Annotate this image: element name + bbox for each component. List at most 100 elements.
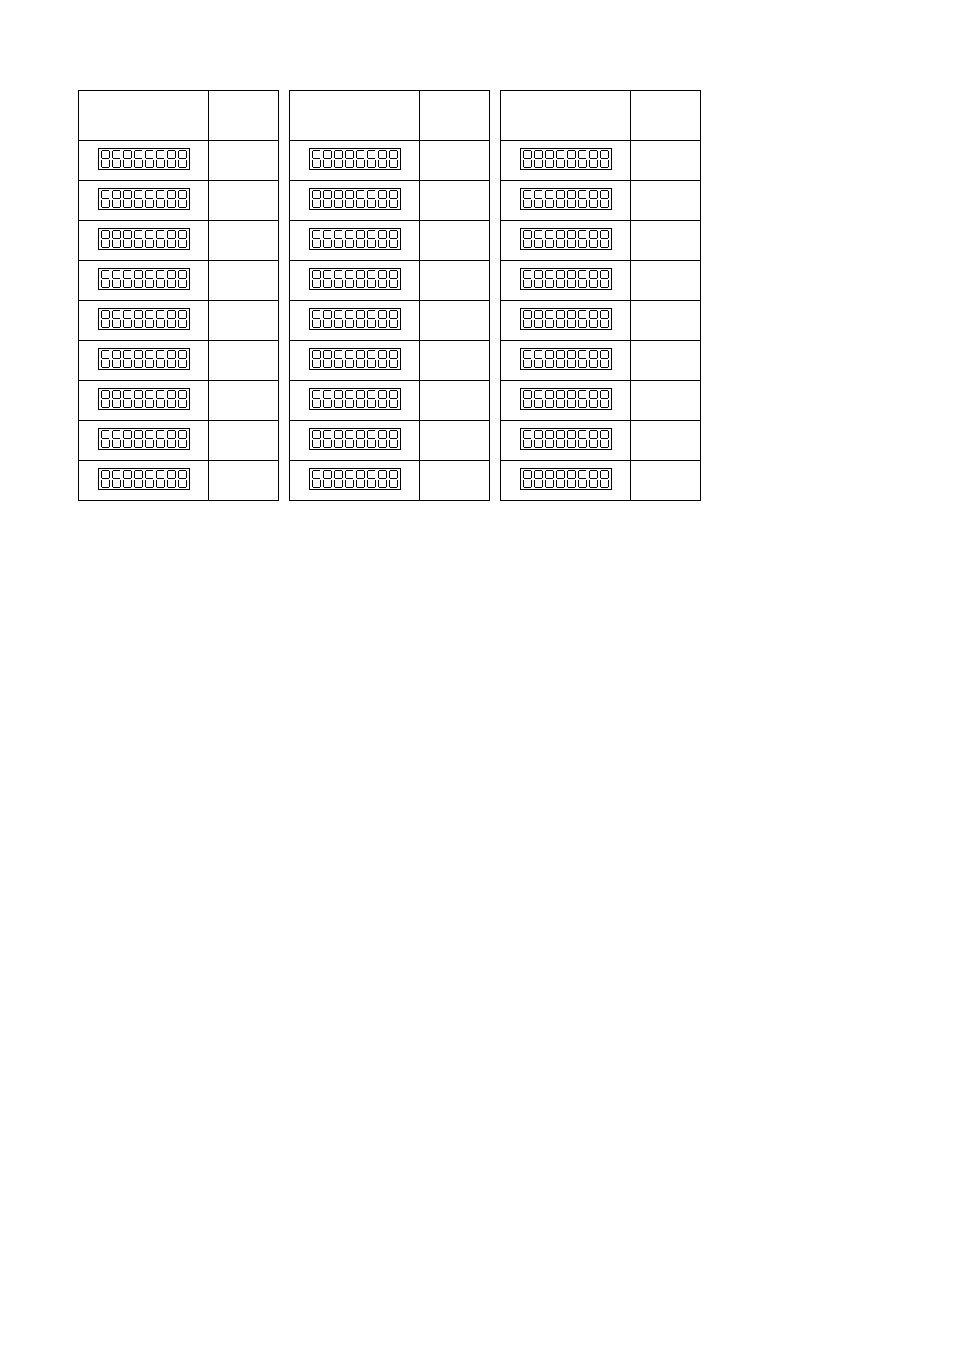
segment-digit [355,230,366,248]
segment-digit [133,190,144,208]
code-cell [290,461,420,501]
code-cell [290,381,420,421]
table-row [79,381,279,421]
segment-digit [566,390,577,408]
segment-digit [599,470,610,488]
segment-digit [533,190,544,208]
segment-digit [366,310,377,328]
code-cell [79,341,209,381]
segment-digit [377,310,388,328]
code-cell [501,341,631,381]
code-cell [290,261,420,301]
segment-digit [599,150,610,168]
segment-digit [344,190,355,208]
code-box [309,188,401,210]
segment-digit [588,150,599,168]
segment-digit [522,390,533,408]
segment-digit [166,470,177,488]
segment-digit [366,230,377,248]
segment-digit [388,270,399,288]
table-row [290,261,490,301]
segment-digit [577,230,588,248]
table-header-value [631,91,701,141]
segment-digit [388,230,399,248]
segment-digit [522,230,533,248]
segment-digit [344,270,355,288]
table-row [501,421,701,461]
code-box [309,228,401,250]
segment-digit [577,150,588,168]
segment-digit [311,270,322,288]
segment-digit [133,310,144,328]
code-cell [79,221,209,261]
segment-digit [333,390,344,408]
segment-digit [522,430,533,448]
segment-digit [355,350,366,368]
segment-digit [122,350,133,368]
segment-digit [588,470,599,488]
segment-digit [544,390,555,408]
segment-digit [122,190,133,208]
segment-digit [355,390,366,408]
code-box [309,388,401,410]
table-row [290,421,490,461]
segment-digit [344,470,355,488]
segment-digit [599,270,610,288]
segment-digit [155,310,166,328]
segment-digit [388,430,399,448]
value-cell [631,301,701,341]
segment-digit [177,150,188,168]
segment-digit [544,270,555,288]
segment-digit [377,390,388,408]
value-cell [420,461,490,501]
segment-digit [166,230,177,248]
segment-digit [533,390,544,408]
segment-digit [144,270,155,288]
value-cell [420,301,490,341]
value-cell [631,141,701,181]
segment-digit [144,390,155,408]
table-header-row [79,91,279,141]
segment-digit [133,350,144,368]
code-cell [290,421,420,461]
segment-digit [355,470,366,488]
table-row [290,381,490,421]
segment-digit [100,350,111,368]
segment-digit [366,350,377,368]
segment-digit [133,470,144,488]
segment-digit [588,390,599,408]
table-header-value [420,91,490,141]
segment-digit [355,310,366,328]
table-row [79,341,279,381]
segment-digit [144,430,155,448]
segment-digit [155,230,166,248]
code-cell [79,381,209,421]
segment-digit [533,430,544,448]
value-cell [209,301,279,341]
segment-digit [544,430,555,448]
segment-digit [599,430,610,448]
segment-digit [555,190,566,208]
segment-digit [333,310,344,328]
segment-digit [133,270,144,288]
table-row [79,141,279,181]
code-cell [501,181,631,221]
segment-digit [166,390,177,408]
segment-digit [333,230,344,248]
table-row [501,461,701,501]
segment-digit [599,230,610,248]
segment-digit [388,350,399,368]
segment-digit [533,350,544,368]
segment-digit [144,470,155,488]
segment-digit [111,310,122,328]
segment-digit [166,190,177,208]
segment-digit [522,270,533,288]
value-cell [631,461,701,501]
segment-digit [122,430,133,448]
value-cell [631,181,701,221]
table-row [79,181,279,221]
segment-digit [566,350,577,368]
segment-digit [166,350,177,368]
segment-digit [322,190,333,208]
table-row [290,341,490,381]
